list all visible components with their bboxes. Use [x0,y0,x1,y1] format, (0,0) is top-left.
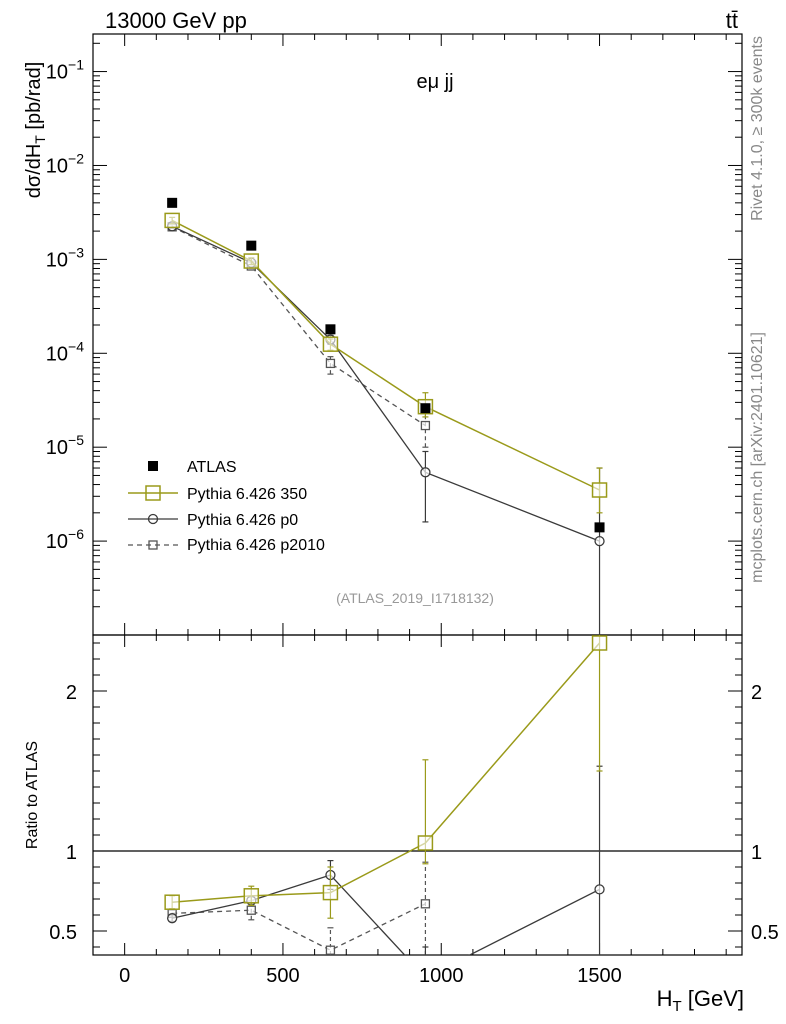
data-point-atlas [594,522,605,533]
marker-350 [164,212,180,229]
rivet-version-label: Rivet 4.1.0, ≥ 300k events [749,36,766,221]
x-tick-label: 500 [266,965,299,987]
axis-ticks [93,34,742,955]
marker-p0 [594,535,605,547]
y-tick-label: 10−4 [46,338,84,365]
ratio-marker-p2010 [325,945,336,955]
x-tick-label: 1000 [419,965,464,987]
ratio-plot-frame [92,634,743,956]
y-tick-label: 10−1 [46,57,84,84]
axis-tick-labels: 0 500 1000 1500 10−6 10−5 10−4 10−3 10−2 10−1 0.5 0… [46,57,779,987]
legend-label-p0: Pythia 6.426 p0 [187,512,298,529]
marker-350 [591,482,608,498]
data-point-atlas [167,197,178,208]
x-axis-label: HT [GeV] [657,986,744,1015]
y-tick-label: 10−2 [46,150,84,177]
data-point-atlas [246,240,257,251]
ratio-series-line [172,874,600,955]
ratio-y-tick-label-right: 1 [751,842,762,864]
plot-title: eμ jj [416,71,453,93]
legend-marker-atlas [148,461,158,471]
ratio-y-axis-label: Ratio to ATLAS [24,741,41,849]
ratio-marker-350 [591,635,608,651]
ratio-y-tick-label: 0.5 [49,922,77,944]
ratio-marker-p0 [594,884,605,895]
ratio-y-tick-label: 1 [66,842,77,864]
ratio-marker-350 [417,835,434,851]
data-point-atlas [325,324,336,335]
ratio-y-tick-label-right: 0.5 [751,922,779,944]
ratio-series-line [172,903,426,951]
data-point-atlas [420,403,431,414]
y-tick-label: 10−6 [46,526,84,553]
ratio-y-tick-label-right: 2 [751,682,762,704]
marker-p2010 [420,420,431,431]
legend-label-350: Pythia 6.426 350 [187,486,307,503]
ratio-marker-p2010 [420,899,431,909]
y-tick-label: 10−5 [46,432,84,459]
marker-350 [322,336,339,352]
main-y-axis-label: dσ/dHT [pb/rad] [23,62,48,199]
legend-marker-p0 [147,513,159,525]
legend: ATLAS Pythia 6.426 350 Pythia 6.426 p0 P… [128,459,325,554]
ratio-marker-p0 [166,913,178,924]
x-tick-label: 1500 [577,965,622,987]
ratio-marker-350 [243,888,260,904]
ratio-series-line [172,642,601,903]
marker-p2010 [325,358,336,369]
series-line [171,226,426,427]
main-plot-marks [164,197,608,635]
x-tick-label: 0 [119,965,130,987]
y-tick-label: 10−3 [46,244,84,271]
legend-label-atlas: ATLAS [187,459,237,476]
ratio-plot-marks [164,635,608,955]
ratio-marker-350 [322,884,339,901]
header-energy-label: 13000 GeV pp [105,8,247,33]
legend-label-p2010: Pythia 6.426 p2010 [187,537,325,554]
legend-marker-350 [145,485,161,501]
legend-marker-p2010 [148,540,158,550]
ratio-marker-350 [164,894,180,910]
analysis-label: (ATLAS_2019_I1718132) [336,590,494,606]
header-process-label: tt̄ [726,8,738,33]
marker-350 [243,253,260,269]
series-line [171,219,600,491]
ratio-y-tick-label: 2 [66,682,77,704]
ratio-marker-p2010 [246,905,256,915]
mcplots-label: mcplots.cern.ch [arXiv:2401.10621] [749,332,766,583]
marker-p0 [420,467,431,478]
